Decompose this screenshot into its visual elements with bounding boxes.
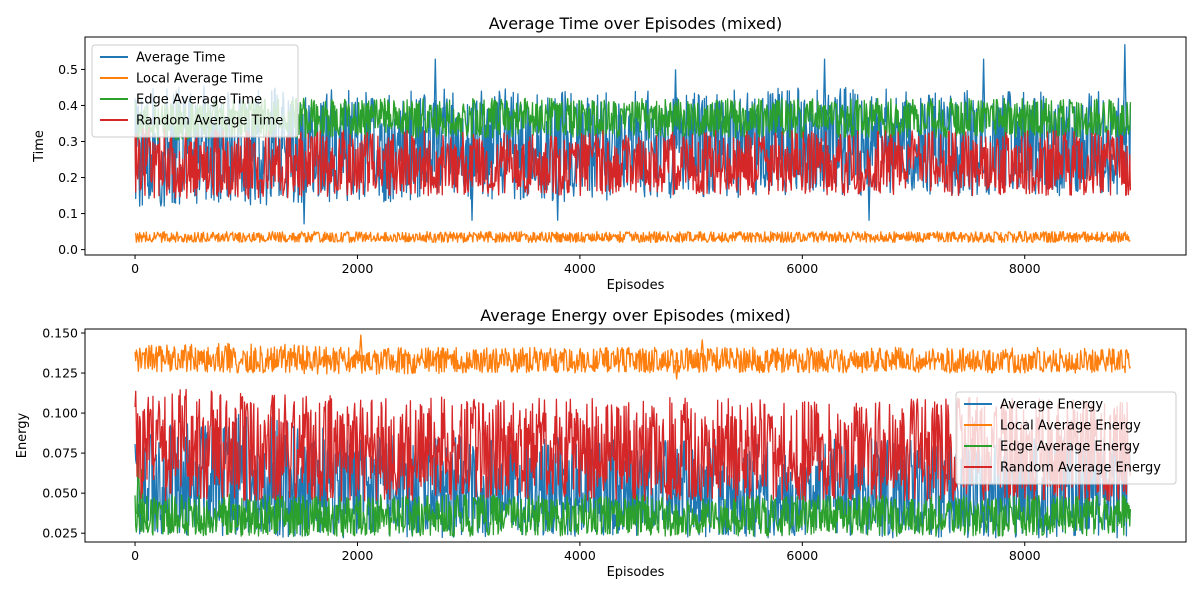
legend-label: Random Average Time (136, 114, 283, 129)
x-tick-label: 6000 (786, 548, 818, 563)
chart-title: Average Energy over Episodes (mixed) (480, 306, 790, 325)
series-line-local-average-time (134, 230, 1131, 244)
x-tick-label: 2000 (342, 261, 374, 276)
legend: Average Energy Local Average Energy Edge A… (955, 391, 1177, 485)
x-tick-label: 4000 (564, 548, 596, 563)
x-axis-label: Episodes (607, 565, 665, 580)
legend-box (955, 391, 1177, 485)
x-tick-label: 8000 (1009, 261, 1041, 276)
y-tick-label: 0.025 (42, 526, 78, 541)
x-tick-label: 0 (131, 261, 139, 276)
y-tick-label: 0.150 (42, 326, 78, 341)
series-spike (699, 339, 705, 361)
legend-label: Edge Average Time (136, 93, 262, 108)
legend-label: Edge Average Energy (1000, 440, 1140, 455)
axes-frame (84, 328, 1187, 543)
x-tick-label: 6000 (786, 261, 818, 276)
y-tick-label: 0.1 (58, 206, 78, 221)
series-group (134, 44, 1132, 244)
series-spike (139, 469, 145, 515)
x-tick-label: 0 (131, 548, 139, 563)
legend-label: Average Time (136, 51, 225, 66)
y-tick-label: 0.5 (58, 62, 78, 77)
legend-label: Local Average Time (136, 72, 263, 87)
x-axis-label: Episodes (607, 278, 665, 293)
y-tick-label: 0.075 (42, 446, 78, 461)
y-tick-label: 0.100 (42, 406, 78, 421)
legend: Average Time Local Average Time Edge Avera… (91, 44, 299, 138)
y-tick-label: 0.125 (42, 366, 78, 381)
legend-label: Average Energy (1000, 398, 1103, 413)
chart-1: 0 2000 4000 6000 8000 0.0 0.1 0.2 0.3 0.4 0.5 Avera… (32, 14, 1187, 293)
chart-2: 0 2000 4000 6000 8000 0.025 0.050 0.075 0.100 0.1… (15, 306, 1187, 580)
legend-label: Random Average Energy (1000, 461, 1161, 476)
series-line-local-average-energy (134, 342, 1131, 375)
y-tick-label: 0.4 (58, 98, 78, 113)
y-tick-label: 0.2 (58, 170, 78, 185)
y-axis-label: Energy (15, 412, 30, 458)
y-tick-label: 0.050 (42, 486, 78, 501)
series-line-random-average-time (134, 126, 1132, 200)
y-tick-label: 0.0 (58, 242, 78, 257)
series-spike (358, 334, 364, 362)
series-spike (674, 360, 679, 380)
y-tick-label: 0.3 (58, 134, 78, 149)
legend-box (91, 44, 299, 138)
series-line-edge-average-time (134, 97, 1132, 142)
axes-frame (84, 36, 1187, 256)
x-tick-label: 2000 (342, 548, 374, 563)
x-tick-label: 4000 (564, 261, 596, 276)
legend-label: Local Average Energy (1000, 419, 1141, 434)
chart-title: Average Time over Episodes (mixed) (489, 14, 783, 33)
x-tick-label: 8000 (1009, 548, 1041, 563)
y-axis-label: Time (32, 130, 47, 163)
